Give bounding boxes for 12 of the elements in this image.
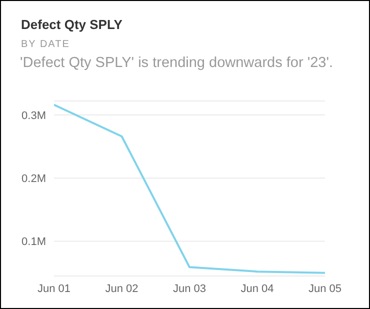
line-series [54, 104, 325, 274]
y-tick-label: 0.2M [22, 172, 46, 185]
y-tick-label: 0.1M [22, 236, 46, 248]
chart-title: Defect Qty SPLY [21, 17, 122, 32]
x-tick-label: Jun 05 [308, 282, 342, 295]
x-tick-label: Jun 01 [37, 282, 71, 295]
chart-subtitle: BY DATE [21, 39, 70, 50]
x-tick-label: Jun 03 [172, 282, 206, 295]
x-tick-label: Jun 02 [105, 282, 138, 295]
x-tick-label: Jun 04 [240, 282, 274, 295]
text: 'Defect Qty SPLY' is trending downwards for '23'. [20, 55, 334, 71]
y-tick-label: 0.3M [22, 110, 46, 122]
